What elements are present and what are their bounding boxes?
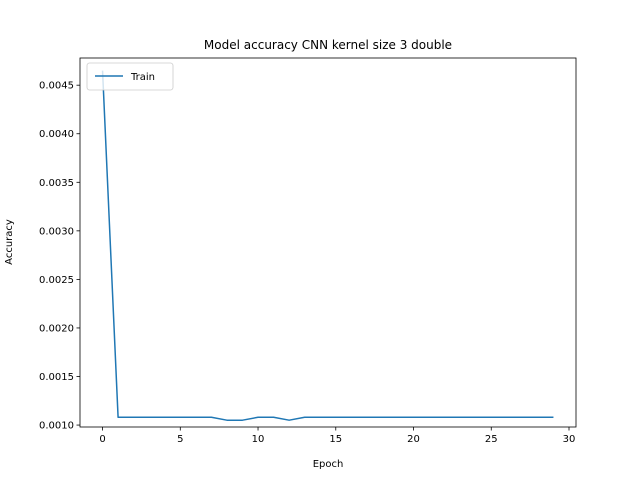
x-tick-label: 5 (177, 434, 183, 445)
x-tick-label: 20 (407, 434, 420, 445)
y-tick-label: 0.0020 (39, 323, 74, 334)
axes-frame (79, 57, 577, 428)
x-tick-label: 25 (485, 434, 498, 445)
chart-title: Model accuracy CNN kernel size 3 double (204, 38, 452, 52)
y-tick-label: 0.0045 (39, 81, 74, 92)
y-tick-label: 0.0010 (39, 421, 74, 432)
x-tick-label: 0 (99, 434, 105, 445)
y-tick-label: 0.0025 (39, 275, 74, 286)
series-line-train (101, 70, 554, 421)
y-tick-label: 0.0015 (39, 372, 74, 383)
y-axis-label: Accuracy (4, 219, 15, 265)
y-tick-label: 0.0035 (39, 178, 74, 189)
legend-label: Train (130, 72, 155, 83)
y-tick-label: 0.0040 (39, 129, 74, 140)
plot-area: 0 5 10 15 20 25 30 0.0010 0.0015 0.0020 0.0025 0.00… (39, 57, 577, 445)
x-axis-label: Epoch (313, 459, 344, 470)
x-tick-label: 10 (252, 434, 265, 445)
y-tick-label: 0.0030 (39, 226, 74, 237)
legend-box (86, 62, 174, 91)
x-tick-label: 30 (563, 434, 576, 445)
x-tick-label: 15 (329, 434, 342, 445)
